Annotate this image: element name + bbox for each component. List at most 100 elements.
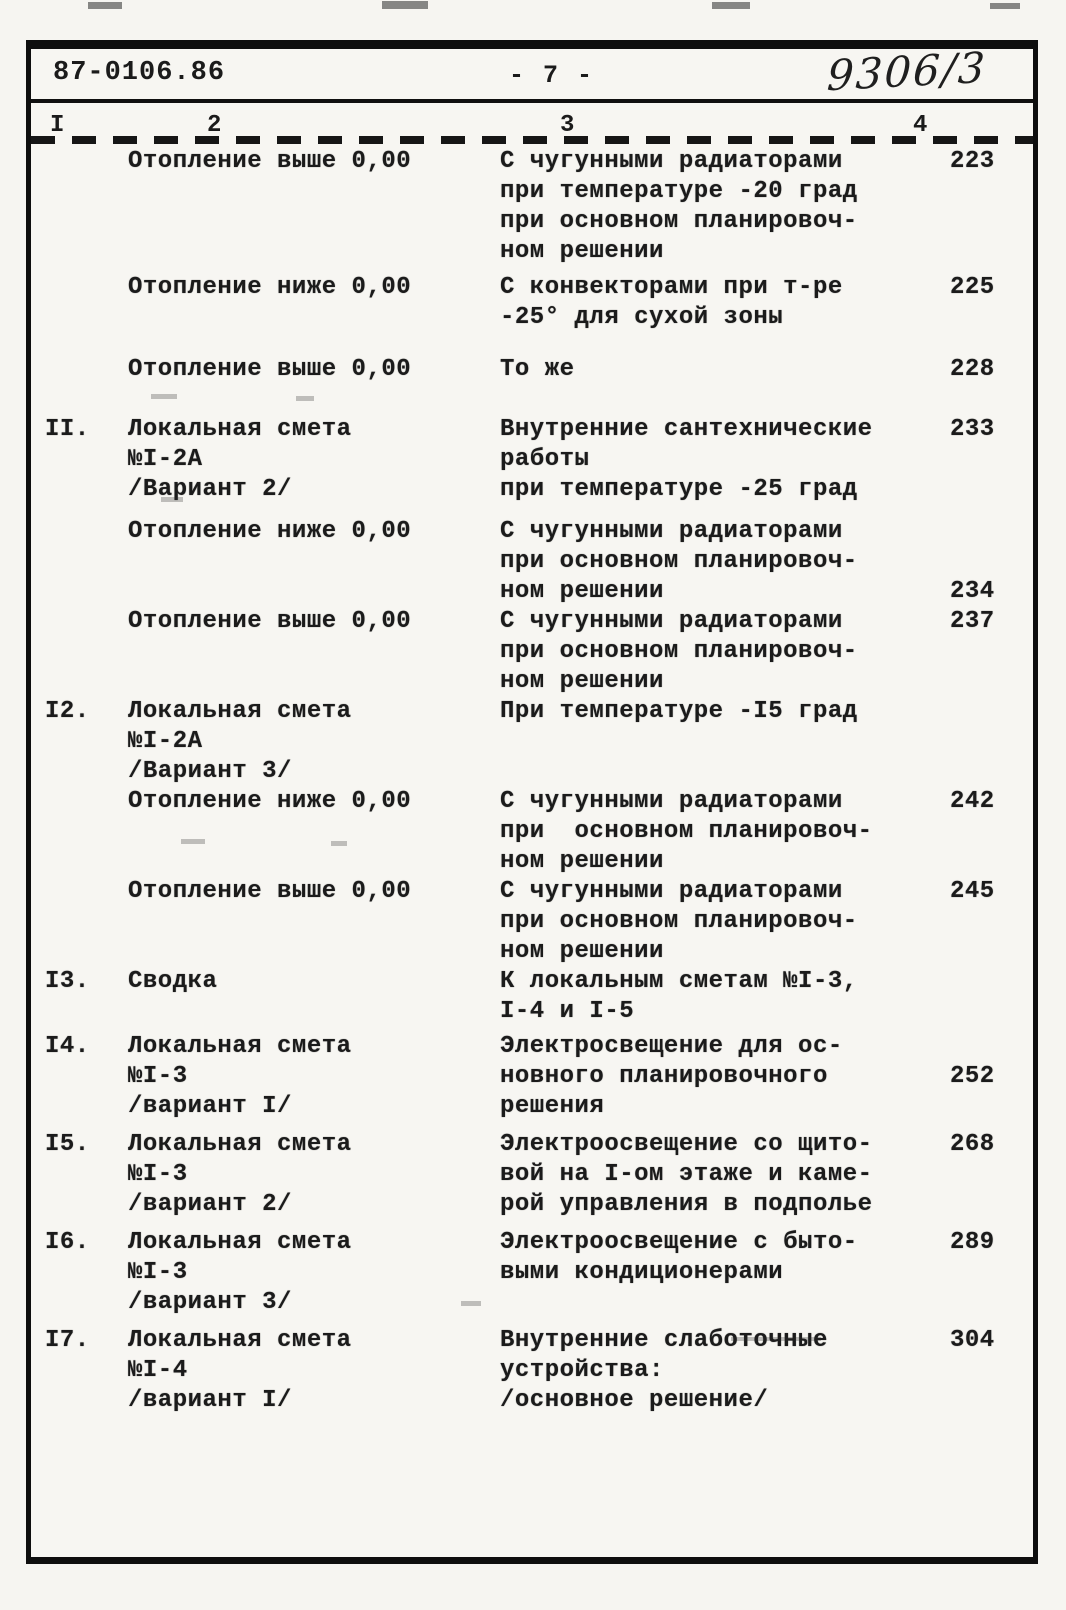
row-title-line: /Вариант 2/ [128, 476, 292, 503]
row-page-value: 225 [950, 274, 995, 301]
handwritten-number: 9306/3 [826, 42, 989, 101]
row-description-line: С конвекторами при т-ре [500, 274, 843, 301]
row-description-cell: С чугунными радиаторами при основном план… [500, 787, 950, 877]
row-title-line: Отопление ниже 0,00 [128, 788, 412, 815]
row-description-line: при основном планировоч- [500, 908, 858, 935]
row-description-cell: С чугунными радиаторами при температуре -… [500, 147, 950, 267]
row-title-line: Локальная смета [128, 1327, 352, 1354]
row-description-line: Электроосвещение с быто- [500, 1229, 858, 1256]
row-title-cell: Локальная смета №I-3/вариант 3/ [128, 1228, 500, 1318]
row-page-cell: 233 [950, 415, 1033, 505]
row-title-line: №I-2А [128, 446, 203, 473]
row-description-line: Внутренние сантехнические [500, 416, 873, 443]
row-description-cell: То же [500, 355, 950, 385]
row-title-line: Локальная смета [128, 1131, 352, 1158]
row-number-cell [45, 607, 128, 697]
row-title-line: Локальная смета [128, 1033, 352, 1060]
row-description-line: К локальным сметам №I-3, [500, 968, 858, 995]
row-description-line: при температуре -25 град [500, 476, 858, 503]
row-description-line: при основном планировоч- [500, 638, 858, 665]
row-description-line: при основном планировоч- [500, 818, 873, 845]
table-row: Отопление ниже 0,00 С конвекторами при т-… [45, 273, 1033, 333]
row-description-line: при основном планировоч- [500, 208, 858, 235]
row-title-line: №I-3 [128, 1063, 188, 1090]
row-title-cell: Отопление выше 0,00 [128, 355, 500, 385]
scan-artifact [990, 3, 1020, 9]
row-description-cell: Электроосвещение с быто-выми кондиционер… [500, 1228, 950, 1318]
row-title-line: /вариант I/ [128, 1093, 292, 1120]
document-number: 87-0106.86 [53, 58, 226, 88]
row-title-line: Отопление выше 0,00 [128, 608, 412, 635]
table-row: Отопление выше 0,00 С чугунными радиатора… [45, 877, 1033, 967]
row-number-cell [45, 787, 128, 877]
row-title-line: /вариант 3/ [128, 1289, 292, 1316]
row-page-cell: 225 [950, 273, 1033, 333]
row-title-cell: Отопление ниже 0,00 [128, 787, 500, 877]
row-description-line: новного планировочного [500, 1063, 828, 1090]
row-title-cell: Локальная смета №I-3/вариант I/ [128, 1032, 500, 1122]
row-description-line: То же [500, 356, 575, 383]
row-description-line: -25° для сухой зоны [500, 304, 784, 331]
row-page-cell: 228 [950, 355, 1033, 385]
row-page-value: 289 [950, 1229, 995, 1256]
row-page-value: 268 [950, 1131, 995, 1158]
row-description-line: выми кондиционерами [500, 1259, 784, 1286]
row-number-cell [45, 877, 128, 967]
column-4-label: 4 [913, 112, 928, 139]
row-title-line: Сводка [128, 968, 218, 995]
row-title-cell: Сводка [128, 967, 500, 1027]
row-title-line: /вариант I/ [128, 1387, 292, 1414]
table-row: II. Локальная смета №I-2А/Вариант 2/Внутре… [45, 415, 1033, 505]
row-number-cell [45, 355, 128, 385]
scan-artifact [88, 2, 122, 9]
row-title-line: /вариант 2/ [128, 1191, 292, 1218]
row-title-cell: Отопление выше 0,00 [128, 607, 500, 697]
row-number-cell: I5. [45, 1131, 90, 1158]
row-description-line: при основном планировоч- [500, 548, 858, 575]
row-title-cell: Локальная смета №I-2А/Вариант 3/ [128, 697, 500, 787]
row-number-cell [45, 273, 128, 333]
page-border-frame: 87-0106.86 - 7 - 9306/3 I 2 3 4 Отоплени… [26, 40, 1038, 1564]
row-number-cell: I6. [45, 1229, 90, 1256]
row-description-line: При температуре -I5 град [500, 698, 858, 725]
table-row: I7. Локальная смета №I-4/вариант I/Внутрен… [45, 1326, 1033, 1416]
row-description-line: С чугунными радиаторами [500, 148, 843, 175]
table-row: I5. Локальная смета №I-3/вариант 2/Электро… [45, 1130, 1033, 1220]
row-page-cell: 252 [950, 1032, 1033, 1122]
row-page-cell: 245 [950, 877, 1033, 967]
row-description-cell: Электроосвещение со щито-вой на I-ом эта… [500, 1130, 950, 1220]
row-description-line: устройства: [500, 1357, 664, 1384]
row-page-value: 223 [950, 148, 995, 175]
table-row: I2. Локальная смета №I-2А/Вариант 3/При те… [45, 697, 1033, 787]
row-description-cell: Внутренние сантехнические работы при темпе… [500, 415, 950, 505]
row-title-line: №I-3 [128, 1161, 188, 1188]
row-description-line: рой управления в подполье [500, 1191, 873, 1218]
column-3-label: 3 [560, 112, 575, 139]
row-description-cell: С конвекторами при т-ре -25° для сухой зо… [500, 273, 950, 333]
row-title-line: Локальная смета [128, 416, 352, 443]
row-page-value: 233 [950, 416, 995, 443]
table-row: Отопление выше 0,00 То же 228 [45, 355, 1033, 385]
row-title-cell: Отопление ниже 0,00 [128, 273, 500, 333]
row-page-value: 234 [950, 578, 995, 605]
table-row: I4. Локальная смета №I-3/вариант I/Электро… [45, 1032, 1033, 1122]
row-page-cell: 223 [950, 147, 1033, 267]
row-description-line: С чугунными радиаторами [500, 518, 843, 545]
row-description-line: Электроосвещение со щито- [500, 1131, 873, 1158]
scan-artifact [382, 1, 428, 9]
table-row: I3. Сводка К локальным сметам №I-3, I-4 и I… [45, 967, 1033, 1027]
row-page-cell: 268 [950, 1130, 1033, 1220]
row-title-cell: Отопление выше 0,00 [128, 147, 500, 267]
row-number-cell [45, 147, 128, 267]
row-description-cell: С чугунными радиаторами при основном план… [500, 517, 950, 607]
row-page-value: 242 [950, 788, 995, 815]
row-number-cell: II. [45, 416, 90, 443]
row-title-line: Отопление ниже 0,00 [128, 518, 412, 545]
table-row: Отопление ниже 0,00 С чугунными радиатора… [45, 517, 1033, 607]
row-title-cell: Локальная смета №I-2А/Вариант 2/ [128, 415, 500, 505]
row-description-line: ном решении [500, 848, 664, 875]
row-description-line: С чугунными радиаторами [500, 608, 843, 635]
scan-artifact [161, 497, 183, 502]
dashed-rule [31, 136, 1033, 144]
scan-artifact [296, 396, 314, 401]
